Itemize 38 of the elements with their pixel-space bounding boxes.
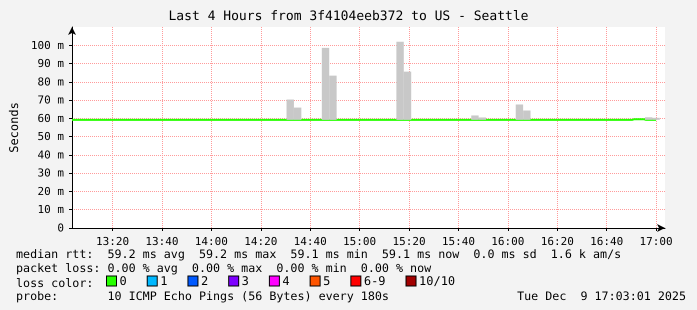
x-tick-label: 14:40 xyxy=(294,235,327,248)
text: Tue Dec 9 17:03:01 2025 xyxy=(517,289,686,303)
y-tick-label: 80 m xyxy=(38,75,64,88)
text: packet loss: 0.00 % avg 0.00 % max 0.00 % min 0.00 % now xyxy=(16,261,432,275)
y-tick-label: 20 m xyxy=(38,184,64,198)
x-tick-label: 13:20 xyxy=(96,235,130,248)
legend-label: 1 xyxy=(160,274,168,288)
y-tick-label: 0 xyxy=(57,222,64,234)
text: probe: 10 ICMP Echo Pings (56 Bytes) every 180s xyxy=(16,289,389,303)
y-tick-label: 60 m xyxy=(38,112,64,125)
x-tick-label: 16:20 xyxy=(540,235,574,248)
x-tick-label: 14:00 xyxy=(194,235,228,248)
y-tick-label: 10 m xyxy=(38,203,64,216)
y-axis-title: Seconds xyxy=(7,102,21,153)
y-tick-label: 40 m xyxy=(38,148,64,162)
x-tick-label: 14:20 xyxy=(244,235,278,248)
y-tick-label: 90 m xyxy=(38,57,64,70)
text: median rtt: 59.2 ms avg 59.2 ms max 59.1 ms min 59.1 ms now 0.0 ms sd 1.6 k am/s xyxy=(16,247,622,261)
x-tick-label: 17:00 xyxy=(640,235,673,248)
legend-label: 0 xyxy=(120,274,127,288)
y-tick-label: 70 m xyxy=(38,94,64,107)
legend-title: loss color: xyxy=(16,276,94,290)
legend-label: 5 xyxy=(323,274,330,288)
x-tick-label: 16:40 xyxy=(590,235,624,248)
y-tick-label: 30 m xyxy=(38,166,64,180)
legend-label: 6-9 xyxy=(364,274,386,288)
legend-label: 10/10 xyxy=(419,274,456,288)
y-tick-label: 100 m xyxy=(30,38,64,52)
x-tick-label: 16:00 xyxy=(491,235,524,248)
y-tick-label: 50 m xyxy=(38,130,64,144)
x-tick-label: 15:20 xyxy=(392,235,426,248)
x-tick-label: 15:00 xyxy=(343,235,376,248)
x-tick-label: 15:40 xyxy=(442,235,476,248)
legend-label: 2 xyxy=(200,274,208,288)
x-tick-label: 13:40 xyxy=(145,235,179,248)
legend-label: 3 xyxy=(242,274,249,288)
chart-title: Last 4 Hours from 3f4104eeb372 to US - Seattle xyxy=(168,9,529,24)
legend-label: 4 xyxy=(282,274,290,288)
